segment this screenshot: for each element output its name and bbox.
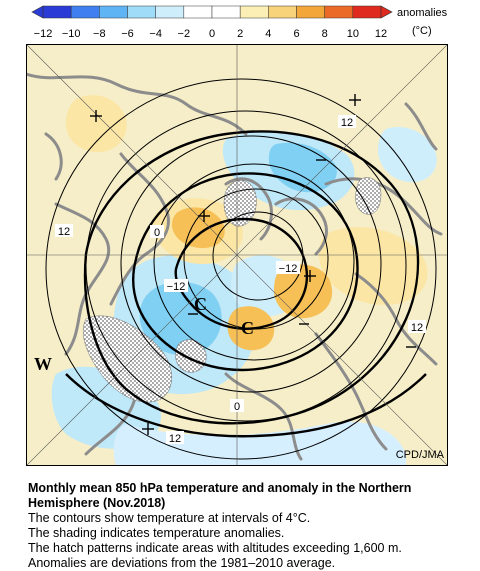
colorbar-cells xyxy=(42,5,382,19)
colorbar-tick-label: −4 xyxy=(149,28,162,40)
colorbar-ticks: −12 −10 −8 −6 −4 −2 0 2 4 6 8 10 12 xyxy=(34,28,387,40)
caption-line-hatch: The hatch patterns indicate areas with a… xyxy=(28,541,402,555)
contour-label: 12 xyxy=(169,433,181,445)
legend-label-anomalies: anomalies xyxy=(397,7,448,19)
colorbar-tick-label: 4 xyxy=(265,28,271,40)
contour-thick-12 xyxy=(83,130,420,425)
colorbar-tick-label: 2 xyxy=(237,28,243,40)
temperature-contours xyxy=(26,44,448,466)
cold-anomaly-ne xyxy=(378,126,437,183)
colorbar-cell xyxy=(211,5,241,19)
colorbar-cell xyxy=(183,5,213,19)
figure-caption: Monthly mean 850 hPa temperature and ano… xyxy=(28,481,472,571)
caption-line-contours: The contours show temperature at interva… xyxy=(28,511,311,525)
anomaly-shading xyxy=(51,95,437,466)
contour-label: −12 xyxy=(167,281,186,293)
colorbar-cell xyxy=(127,5,156,19)
colorbar-cell xyxy=(268,5,297,19)
warm-center-letter: W xyxy=(34,354,52,374)
colorbar-tick-label: −10 xyxy=(62,28,81,40)
colorbar-cell xyxy=(239,5,269,19)
colorbar-cell xyxy=(99,5,128,19)
colorbar-tick-label: 8 xyxy=(322,28,328,40)
colorbar-cell xyxy=(42,5,72,19)
colorbar-cell xyxy=(70,5,100,19)
caption-line-shading: The shading indicates temperature anomal… xyxy=(28,526,285,540)
cold-center-letter: C xyxy=(194,294,207,314)
legend-label-unit: (°C) xyxy=(412,25,432,37)
colorbar-right-arrow xyxy=(380,5,393,19)
colorbar-cell xyxy=(324,5,354,19)
warm-anomaly-europe xyxy=(318,226,428,305)
colorbar-tick-label: −2 xyxy=(178,28,191,40)
hatch-antarctic-edge xyxy=(175,339,207,373)
colorbar-cell xyxy=(296,5,325,19)
hatch-rockies xyxy=(82,315,172,403)
cold-center-letter: C xyxy=(241,318,254,338)
contour-ring-3 xyxy=(120,135,382,393)
colorbar-tick-label: −8 xyxy=(93,28,106,40)
contour-outer-south xyxy=(65,373,427,438)
caption-title-line1: Monthly mean 850 hPa temperature and ano… xyxy=(28,481,412,495)
pressure-centers: W C C xyxy=(34,94,416,435)
colorbar-tick-label: 10 xyxy=(347,28,359,40)
contour-labels: 12 12 0 −12 −12 12 0 12 12 xyxy=(55,115,426,445)
colorbar-left-arrow xyxy=(31,5,44,19)
contour-ring-1 xyxy=(45,78,437,460)
colorbar-tick-label: 6 xyxy=(293,28,299,40)
colorbar-cell xyxy=(155,5,185,19)
contour-label: 0 xyxy=(234,401,240,413)
warm-anomaly-nw xyxy=(65,95,127,153)
contour-label: −12 xyxy=(279,263,298,275)
ocean-south xyxy=(113,421,406,466)
colorbar-tick-label: −12 xyxy=(34,28,53,40)
map-frame xyxy=(26,44,448,466)
high-altitude-hatching xyxy=(82,177,382,403)
contour-label: 0 xyxy=(154,227,160,239)
contour-label: 12 xyxy=(411,322,423,334)
colorbar-cell xyxy=(352,5,382,19)
graticule-d2 xyxy=(26,44,448,466)
anomaly-colorbar: −12 −10 −8 −6 −4 −2 0 2 4 6 8 10 12 anomalies (°C) xyxy=(31,5,448,40)
warm-anomaly-siberia-core xyxy=(172,207,225,249)
polar-stereographic-map: 12 12 0 −12 −12 12 0 12 12 W C C xyxy=(26,44,448,466)
caption-line-anomalies: Anomalies are deviations from the 1981–2… xyxy=(28,556,336,570)
data-credit: CPD/JMA xyxy=(396,449,445,461)
contour-label: 12 xyxy=(341,117,353,129)
colorbar-tick-label: 0 xyxy=(209,28,215,40)
contour-ring-4 xyxy=(153,163,355,361)
contour-thick-0 xyxy=(132,172,359,372)
contour-thick-minus12 xyxy=(174,217,309,330)
hatch-tibet xyxy=(355,177,382,215)
contour-label: 12 xyxy=(58,226,70,238)
colorbar-tick-label: −6 xyxy=(121,28,134,40)
colorbar-tick-label: 12 xyxy=(375,28,387,40)
warm-anomaly-atlantic xyxy=(274,264,333,319)
caption-title-line2: Hemisphere (Nov.2018) xyxy=(28,496,166,510)
